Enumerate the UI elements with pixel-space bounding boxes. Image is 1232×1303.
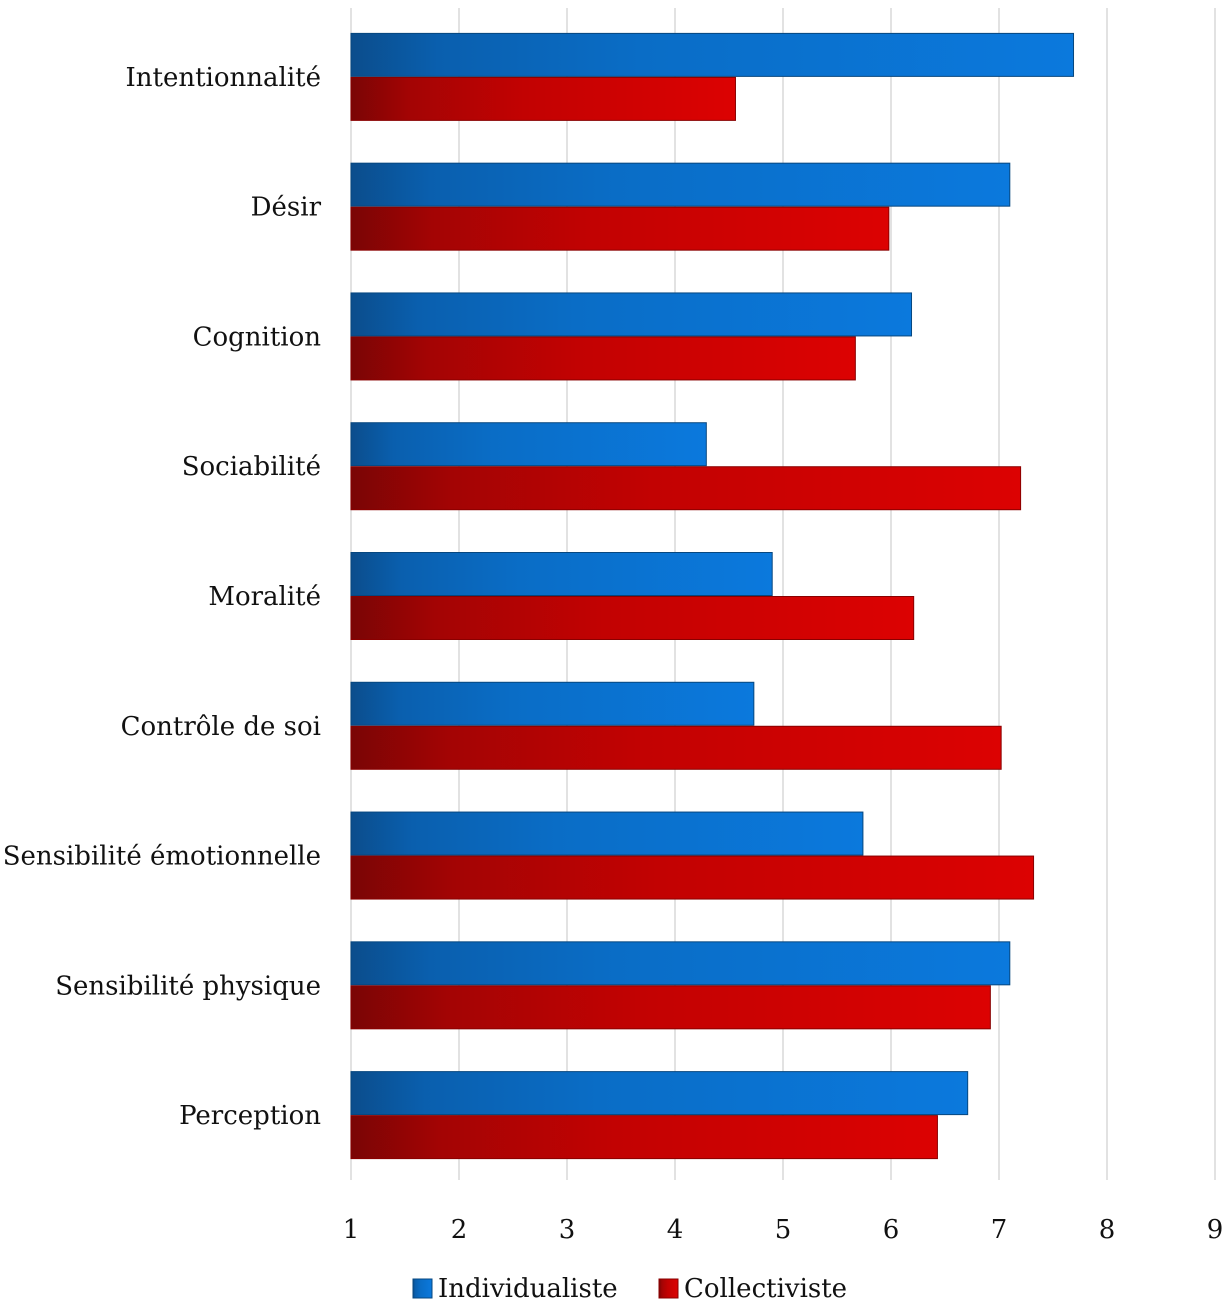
category-label: Sensibilité physique [55, 971, 321, 1001]
category-label: Sociabilité [182, 452, 321, 482]
x-tick-label: 3 [559, 1215, 576, 1245]
bar-collectiviste [350, 206, 890, 251]
bar-individualiste [350, 552, 773, 596]
bar-collectiviste [350, 855, 1035, 900]
legend-swatch-individualiste [412, 1278, 433, 1299]
bar-individualiste [350, 32, 1075, 77]
bar-individualiste [350, 941, 1011, 986]
bar-individualiste [350, 422, 707, 467]
bar-collectiviste [350, 985, 991, 1030]
category-label: Contrôle de soi [121, 712, 321, 742]
category-label: Moralité [208, 582, 321, 612]
category-label: Sensibilité émotionnelle [3, 842, 321, 872]
bar-individualiste [350, 1071, 969, 1116]
category-label: Cognition [193, 322, 322, 352]
x-tick-label: 9 [1207, 1215, 1224, 1245]
bar-collectiviste [350, 596, 915, 640]
legend: Individualiste Collectiviste [412, 1274, 847, 1303]
x-tick-label: 2 [451, 1215, 468, 1245]
x-tick-label: 6 [883, 1215, 900, 1245]
bar-individualiste [350, 162, 1011, 207]
bar-individualiste [350, 681, 755, 726]
bars [350, 32, 1075, 1160]
x-tick-label: 4 [667, 1215, 684, 1245]
legend-label-collectiviste: Collectiviste [684, 1274, 847, 1303]
bar-collectiviste [350, 1115, 938, 1160]
bar-collectiviste [350, 336, 856, 381]
bar-individualiste [350, 811, 864, 856]
bar-collectiviste [350, 76, 736, 121]
x-axis-tick-labels: 1 2 3 4 5 6 7 8 9 [343, 1215, 1224, 1245]
x-tick-label: 1 [343, 1215, 360, 1245]
x-tick-label: 8 [1099, 1215, 1116, 1245]
bar-collectiviste [350, 725, 1002, 770]
bar-individualiste [350, 292, 913, 337]
category-labels: Intentionnalité Désir Cognition Sociabilité… [3, 63, 322, 1131]
category-label: Désir [251, 193, 322, 223]
legend-label-individualiste: Individualiste [438, 1274, 618, 1303]
category-label: Perception [179, 1101, 321, 1131]
legend-swatch-collectiviste [658, 1278, 679, 1299]
bar-collectiviste [350, 466, 1022, 511]
x-tick-label: 5 [775, 1215, 792, 1245]
x-tick-label: 7 [991, 1215, 1008, 1245]
category-label: Intentionnalité [126, 63, 321, 93]
